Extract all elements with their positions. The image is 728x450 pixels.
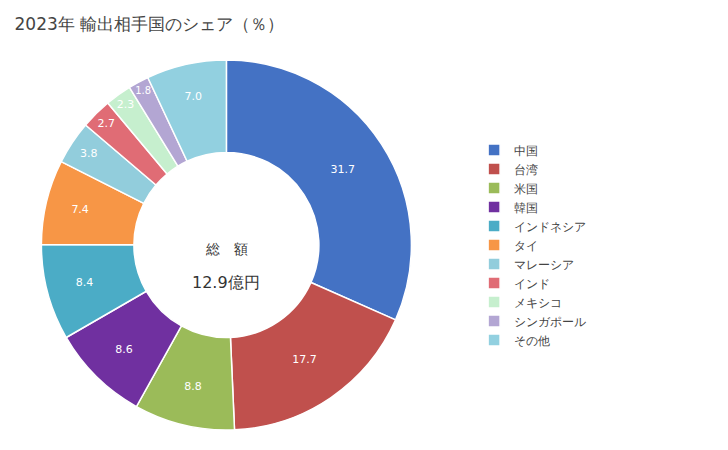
svg-text:8.8: 8.8 bbox=[184, 380, 202, 393]
svg-text:12.9億円: 12.9億円 bbox=[192, 273, 260, 292]
svg-text:8.6: 8.6 bbox=[115, 343, 133, 356]
svg-text:シンガポール: シンガポール bbox=[514, 315, 586, 329]
svg-text:マレーシア: マレーシア bbox=[514, 258, 574, 272]
svg-text:インド: インド bbox=[514, 277, 550, 291]
svg-text:7.0: 7.0 bbox=[185, 90, 203, 103]
svg-text:2023年 輸出相手国のシェア（％）: 2023年 輸出相手国のシェア（％） bbox=[15, 14, 285, 34]
svg-text:8.4: 8.4 bbox=[76, 276, 94, 289]
svg-text:2.7: 2.7 bbox=[98, 117, 116, 130]
svg-text:総 額: 総 額 bbox=[205, 241, 248, 257]
svg-text:タイ: タイ bbox=[514, 239, 538, 253]
svg-text:31.7: 31.7 bbox=[330, 163, 355, 176]
svg-text:インドネシア: インドネシア bbox=[514, 220, 586, 234]
svg-text:7.4: 7.4 bbox=[71, 203, 89, 216]
svg-text:2.3: 2.3 bbox=[117, 98, 135, 111]
svg-text:米国: 米国 bbox=[514, 182, 538, 196]
svg-text:3.8: 3.8 bbox=[80, 147, 98, 160]
svg-text:メキシコ: メキシコ bbox=[514, 296, 562, 310]
svg-text:1.8: 1.8 bbox=[135, 85, 151, 96]
svg-text:台湾: 台湾 bbox=[514, 163, 538, 177]
svg-text:17.7: 17.7 bbox=[292, 353, 317, 366]
svg-text:中国: 中国 bbox=[514, 144, 538, 158]
svg-text:韓国: 韓国 bbox=[514, 201, 538, 215]
svg-text:その他: その他 bbox=[514, 334, 550, 348]
